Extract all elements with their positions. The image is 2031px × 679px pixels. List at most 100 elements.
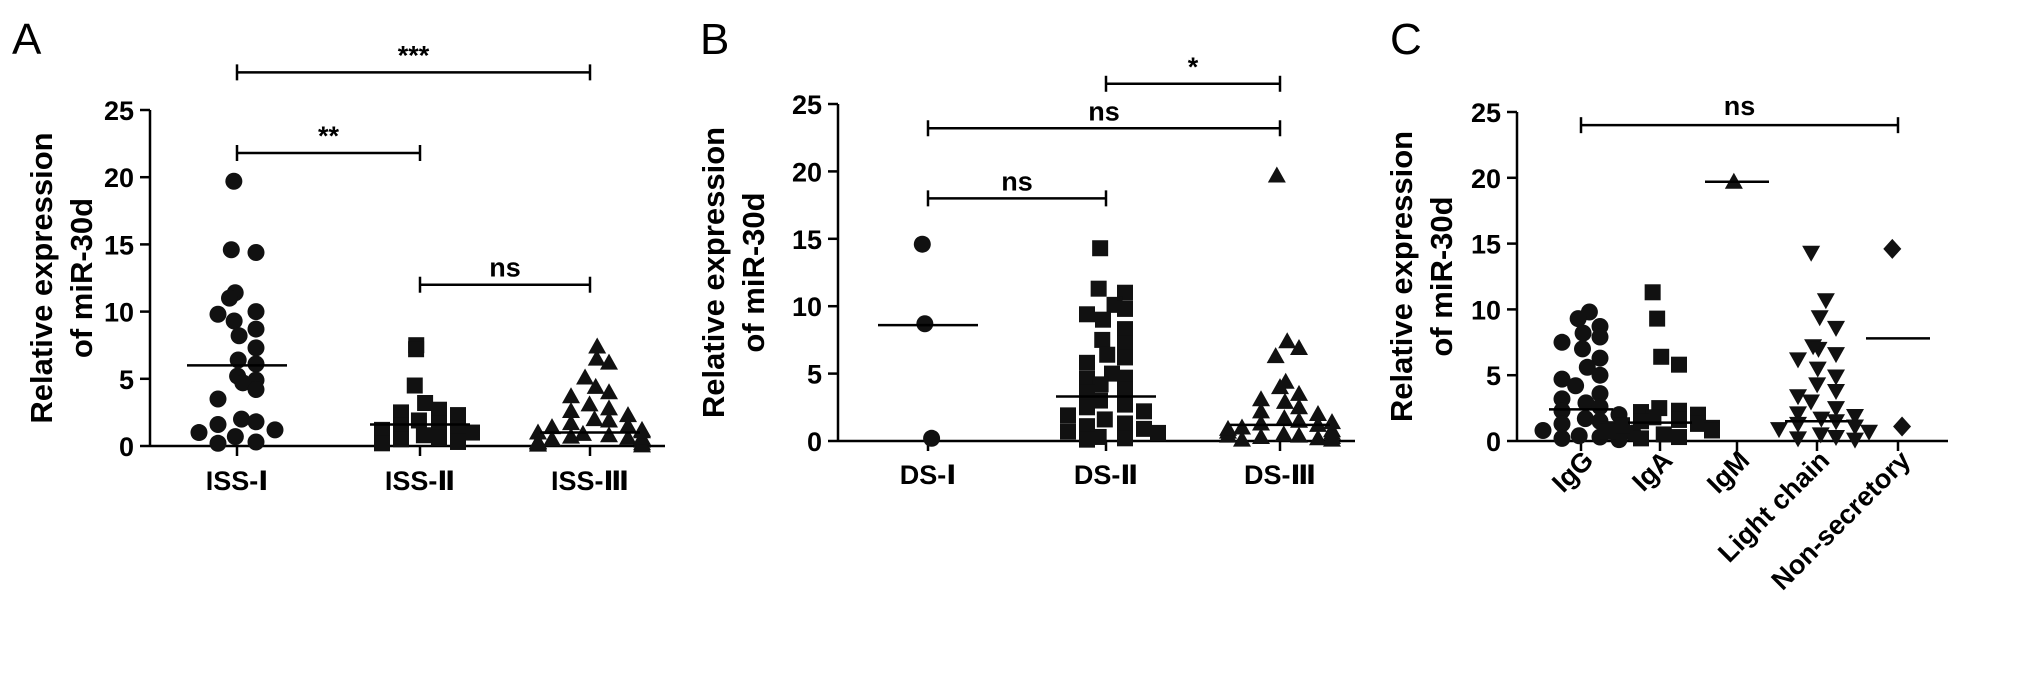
significance-label: ns [1724,91,1756,121]
data-point [431,415,447,432]
data-point [1567,377,1585,395]
data-point [923,429,941,447]
data-point [1846,432,1864,449]
data-point [1553,390,1571,408]
data-point [1827,320,1845,337]
y-axis-label-line: of miR-30d [1424,196,1459,356]
data-point [225,172,243,190]
y-tick-label: 0 [807,427,822,457]
data-point [1117,396,1133,413]
data-point [209,305,227,323]
data-point [913,235,931,253]
data-point [1553,370,1571,388]
data-point [1092,240,1109,257]
data-point [1274,425,1293,442]
data-point [1117,349,1133,366]
panel-letter: C [1390,15,1422,64]
data-point [230,327,248,345]
data-point [619,406,637,423]
data-point [600,426,618,443]
data-point [1117,381,1133,398]
data-point [1808,361,1827,378]
data-point [562,414,580,431]
data-point [1117,335,1133,352]
data-point [1600,423,1616,440]
data-point [1267,166,1286,183]
data-point [1644,284,1661,301]
data-point [1094,331,1111,348]
data-point [562,402,580,419]
data-point [393,404,409,421]
data-point [247,381,265,399]
data-point [1569,310,1587,328]
y-tick-label: 25 [1471,98,1501,128]
data-point [1117,321,1133,338]
data-point [587,349,606,366]
data-point [1095,311,1111,328]
category-label: ISS-Ⅰ [206,466,269,496]
panel-letter: A [12,15,42,64]
data-point [1266,347,1285,364]
data-point [1883,238,1902,259]
data-point [1553,415,1571,433]
data-point [221,289,238,307]
data-point [1789,431,1807,448]
data-point [529,434,547,451]
data-point [1591,385,1609,403]
data-point [1553,429,1571,447]
data-point [431,401,447,418]
data-point [1290,384,1308,401]
data-point [586,377,605,394]
data-point [247,243,265,261]
data-point [1309,405,1327,422]
data-point [576,368,595,385]
panel-b: B Relative expression of miR-30d 0 5 10 15 20 25… [696,15,1355,490]
data-point [1079,354,1095,371]
data-point [1591,328,1609,346]
data-point [374,435,390,452]
data-point [600,353,618,370]
data-point [431,429,447,446]
data-point [1789,416,1807,433]
y-tick-label: 15 [104,230,134,260]
data-point [1574,324,1592,342]
data-point [1290,398,1308,415]
data-point [1645,409,1662,426]
data-point [916,315,934,333]
data-point [1816,293,1835,310]
data-point [234,374,252,392]
data-point [1278,332,1297,349]
data-point [1150,424,1166,441]
significance-label: ** [318,121,340,151]
panel-letter: B [700,15,729,64]
y-axis-label: Relative expression of miR-30d [696,127,771,418]
data-point [1576,410,1594,428]
data-point [1323,413,1341,430]
data-point [1808,377,1827,394]
y-axis-label: Relative expression of miR-30d [1384,131,1459,422]
data-point [1811,427,1830,444]
y-axis-label-line: Relative expression [24,132,59,423]
significance-label: ns [1001,166,1033,196]
data-point [417,394,434,411]
data-point [1789,389,1807,406]
data-point [1136,403,1152,420]
y-axis-label-line: of miR-30d [64,198,99,358]
data-point [600,411,618,428]
data-point [1649,310,1666,327]
data-point [580,395,599,412]
data-point [209,415,227,433]
data-point [1079,306,1095,323]
significance-label: *** [398,40,430,70]
category-label: IgG [1546,445,1599,498]
data-point [1633,413,1649,430]
data-point [464,424,480,441]
data-point [1810,310,1829,327]
panel-c: C Relative expression of miR-30d 0 5 10 15 20 25… [1384,15,1948,596]
data-point [1653,348,1670,365]
data-point [209,390,227,408]
data-point [1553,333,1571,351]
data-point [633,422,651,439]
data-point [600,399,618,416]
data-point [1614,417,1630,434]
